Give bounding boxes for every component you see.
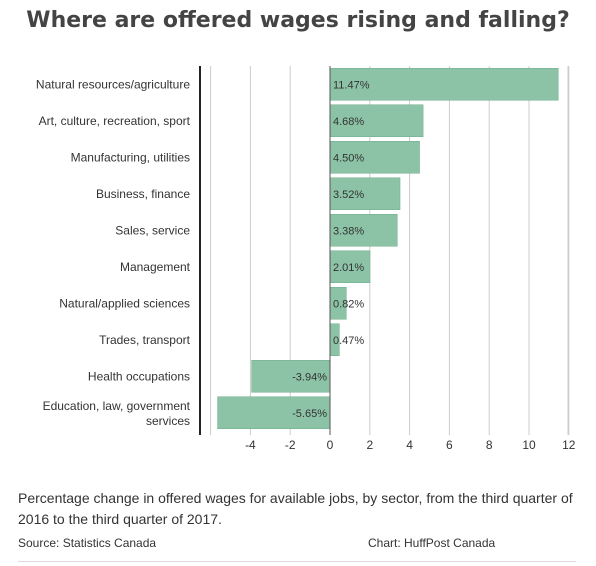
category-label: Manufacturing, utilities: [71, 150, 190, 164]
x-tick-label: 4: [406, 438, 413, 452]
category-label: Education, law, government services: [43, 399, 191, 428]
category-label: Trades, transport: [99, 333, 191, 347]
source-note: Source: Statistics Canada: [18, 536, 157, 550]
value-label: 4.68%: [333, 116, 364, 128]
bar: [329, 250, 371, 283]
category-label: Art, culture, recreation, sport: [39, 114, 191, 128]
bar: [251, 360, 331, 393]
x-tick-label: 8: [486, 438, 493, 452]
category-label: Natural resources/agriculture: [36, 77, 190, 91]
x-tick-label: 2: [366, 438, 373, 452]
category-label: Health occupations: [88, 369, 190, 383]
value-label: 11.47%: [333, 79, 370, 91]
value-label: -5.65%: [292, 408, 327, 420]
x-tick-label: 10: [522, 438, 536, 452]
x-tick-label: 6: [446, 438, 453, 452]
category-label: Management: [120, 260, 191, 274]
value-label: -3.94%: [292, 371, 327, 383]
value-label: 0.47%: [333, 335, 364, 347]
chart-credit: Chart: HuffPost Canada: [368, 536, 496, 550]
chart-title: Where are offered wages rising and falli…: [26, 8, 570, 33]
bar: [329, 68, 559, 101]
value-label: 2.01%: [333, 262, 364, 274]
value-label: 4.50%: [333, 152, 364, 164]
bar-chart: -4 -2 0 2 4 6 8 10 12 Natural resources/agricult…: [36, 66, 576, 452]
x-tick-label: -4: [245, 438, 256, 452]
category-label: Natural/applied sciences: [59, 296, 190, 310]
axis: -4 -2 0 2 4 6 8 10 12: [199, 66, 576, 452]
x-tick-label: -2: [285, 438, 296, 452]
category-label: Business, finance: [96, 187, 190, 201]
x-tick-label: 12: [562, 438, 576, 452]
value-label: 3.52%: [333, 189, 364, 201]
labels: Natural resources/agriculture 11.47% Art, …: [36, 77, 370, 428]
value-label: 0.82%: [333, 298, 364, 310]
bar: [217, 396, 331, 429]
bar: [329, 177, 401, 210]
bars: [217, 68, 559, 429]
divider: [18, 561, 576, 562]
category-label: Sales, service: [115, 223, 190, 237]
value-label: 3.38%: [333, 225, 364, 237]
x-tick-label: 0: [327, 438, 334, 452]
chart-caption: Percentage change in offered wages for a…: [18, 490, 573, 527]
